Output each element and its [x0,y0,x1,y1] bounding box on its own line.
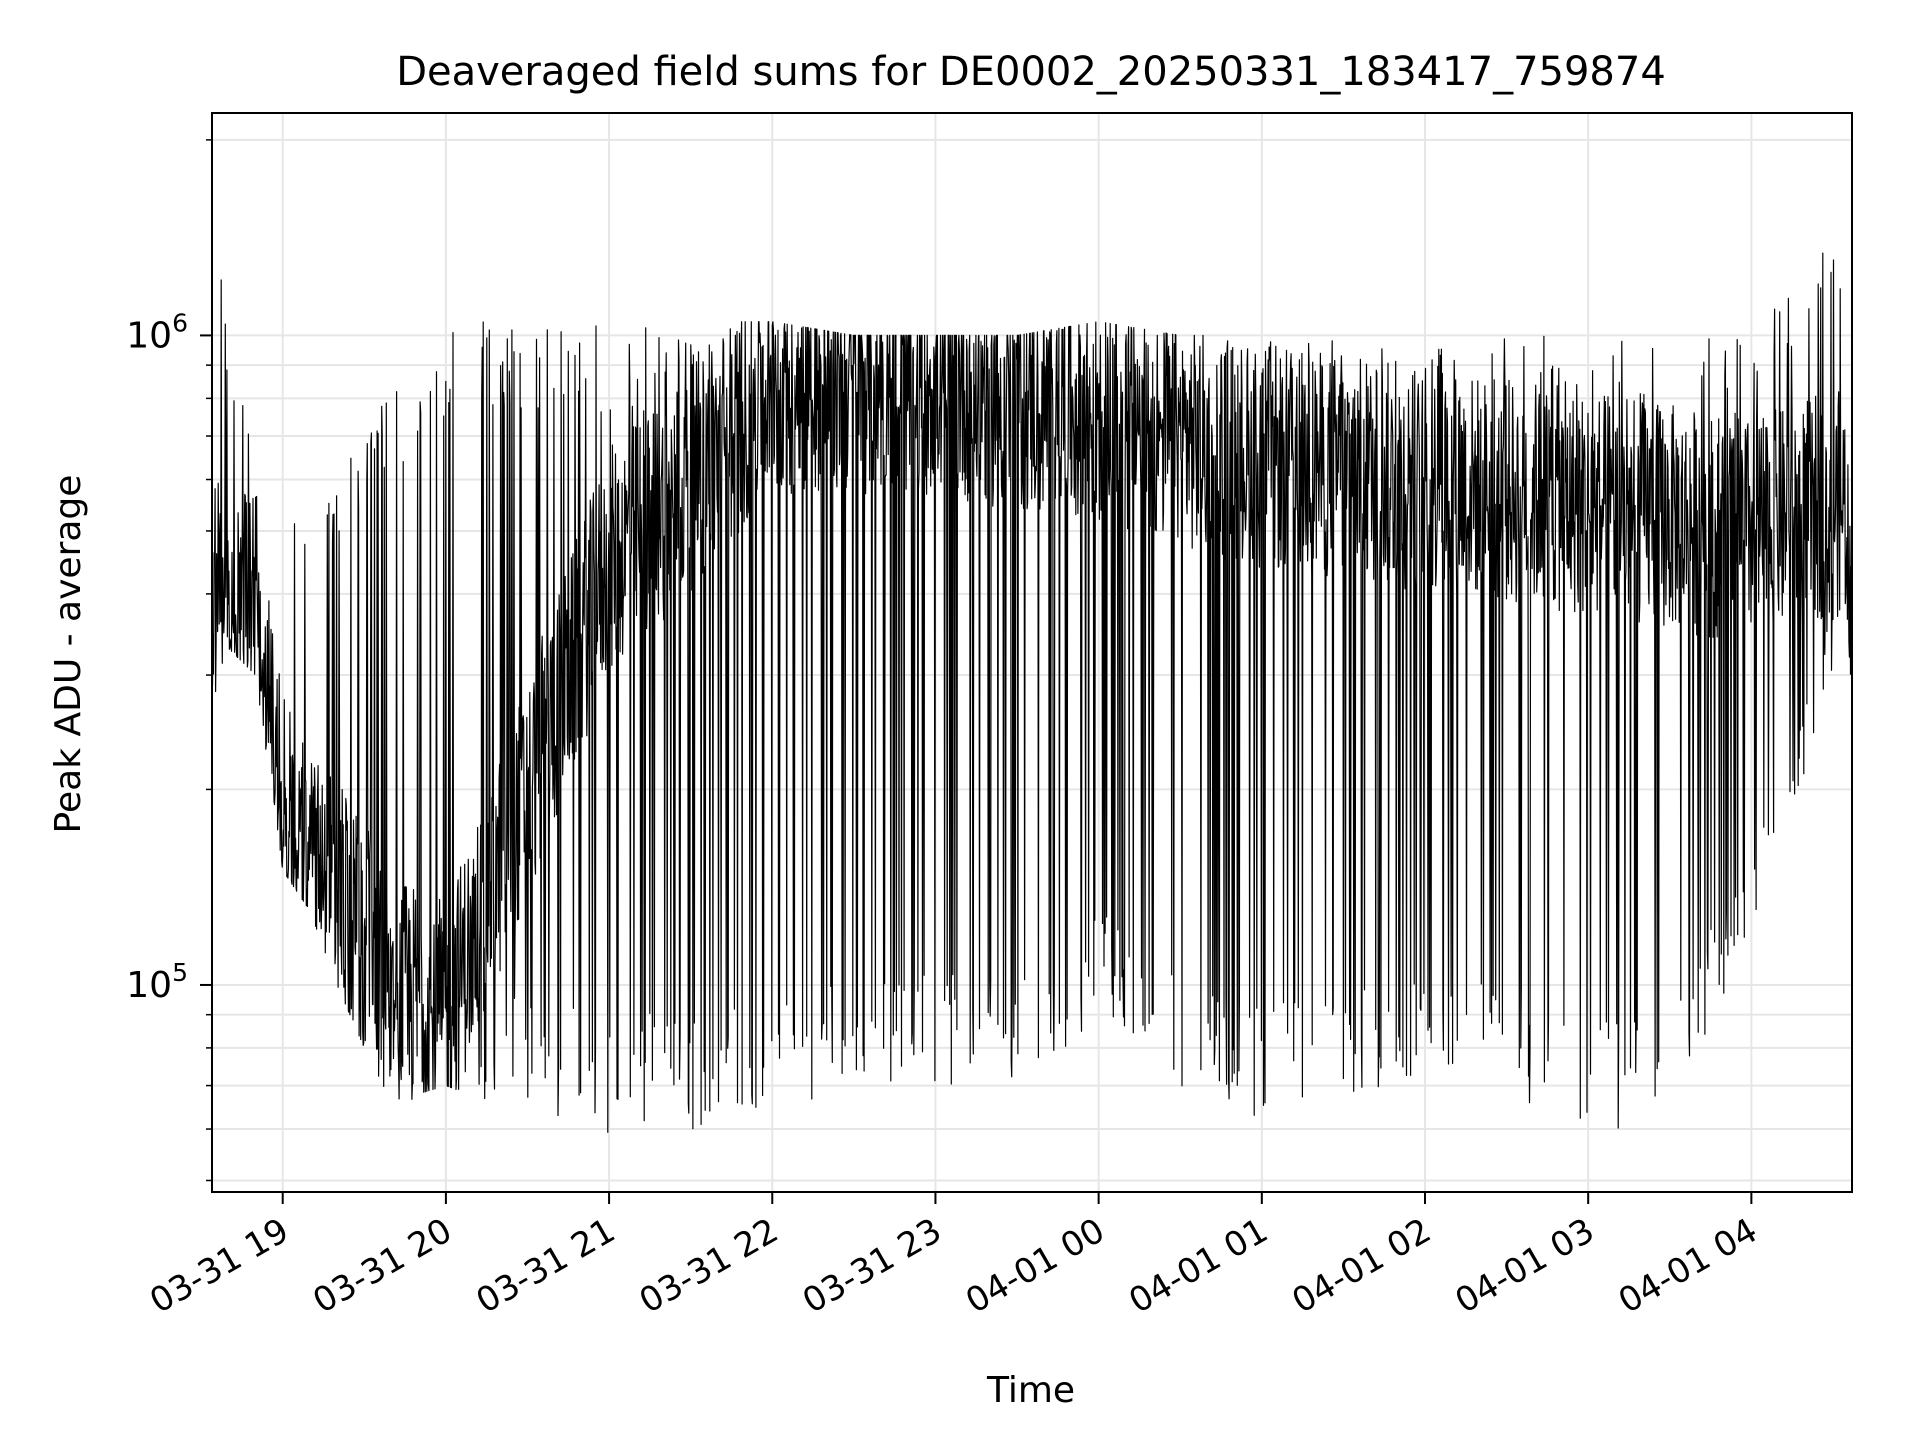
x-tick-label: 03-31 19 [143,1211,295,1322]
x-tick-label: 04-01 00 [959,1211,1111,1322]
x-tick-label: 04-01 04 [1612,1211,1764,1322]
x-tick-label: 04-01 03 [1449,1211,1601,1322]
series-line [211,252,1853,1133]
x-axis-label: Time [986,1370,1075,1411]
chart-title: Deaveraged field sums for DE0002_2025033… [396,49,1666,95]
y-axis-label: Peak ADU - average [48,475,89,834]
x-tick-label: 03-31 20 [306,1211,458,1322]
y-tick-label: 105 [126,958,188,1006]
x-tick-label: 03-31 22 [633,1211,785,1322]
y-axis: 105 106 [126,139,212,1182]
x-tick-label: 04-01 02 [1286,1211,1438,1322]
x-tick-label: 03-31 23 [796,1211,948,1322]
plot-frame [211,112,1853,1193]
y-tick-label: 106 [126,308,188,356]
x-tick-label: 03-31 21 [470,1211,622,1322]
series-polyline [211,252,1853,1133]
x-axis: 03-31 19 03-31 20 03-31 21 03-31 22 03-31 23… [143,1192,1764,1322]
x-tick-label: 04-01 01 [1122,1211,1274,1322]
